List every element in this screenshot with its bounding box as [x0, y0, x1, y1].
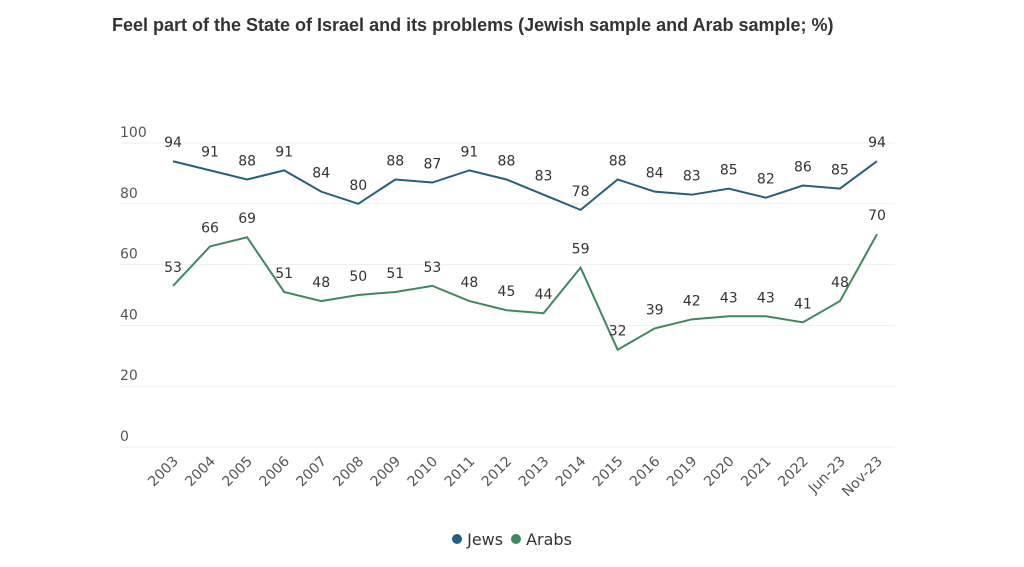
series-line-arabs [172, 233, 878, 352]
series-line-jews [172, 160, 878, 212]
data-label: 88 [609, 153, 627, 169]
x-tick-label: 2005 [219, 454, 256, 491]
x-tick-label: 2004 [182, 453, 219, 490]
x-tick-label: 2021 [738, 454, 775, 491]
x-tick-label: 2010 [405, 454, 442, 491]
data-label: 91 [461, 144, 479, 160]
x-tick-label: 2014 [553, 453, 590, 490]
data-label: 85 [720, 163, 738, 179]
x-tick-label: 2019 [664, 454, 701, 491]
legend: Jews Arabs [0, 530, 1024, 549]
data-label: 83 [535, 169, 553, 185]
y-tick-label: 0 [120, 429, 129, 445]
data-label: 86 [794, 160, 812, 176]
y-tick-label: 40 [120, 307, 138, 323]
data-label: 53 [164, 260, 182, 276]
data-label: 50 [349, 269, 367, 285]
legend-item-arabs[interactable]: Arabs [511, 530, 572, 549]
y-tick-label: 60 [120, 247, 138, 263]
data-label: 53 [423, 260, 441, 276]
x-tick-label: 2015 [590, 454, 627, 491]
data-label: 66 [201, 220, 219, 236]
data-label: 39 [646, 302, 664, 318]
chart-title: Feel part of the State of Israel and its… [112, 15, 834, 35]
data-label: 82 [757, 172, 775, 188]
x-tick-label: 2009 [368, 454, 405, 491]
data-label: 88 [238, 153, 256, 169]
data-label: 44 [535, 287, 553, 303]
legend-marker-icon [452, 534, 463, 544]
x-tick-label: 2013 [516, 454, 553, 491]
data-label: 91 [201, 144, 219, 160]
data-label: 88 [498, 153, 516, 169]
data-label: 41 [794, 296, 812, 312]
data-label: 94 [164, 135, 182, 151]
data-label: 94 [868, 135, 886, 151]
data-label: 78 [572, 184, 590, 200]
data-label: 85 [831, 163, 849, 179]
data-label: 42 [683, 293, 701, 309]
data-label: 88 [386, 153, 404, 169]
x-tick-label: 2003 [145, 454, 182, 491]
y-tick-label: 80 [120, 186, 138, 202]
data-label: 80 [349, 178, 367, 194]
y-tick-label: 20 [120, 368, 138, 384]
x-tick-label: 2008 [331, 454, 368, 491]
data-label: 45 [498, 284, 516, 300]
data-label: 48 [831, 275, 849, 291]
data-label: 51 [386, 266, 404, 282]
data-label: 43 [720, 290, 738, 306]
x-tick-label: Nov-23 [839, 454, 886, 501]
x-tick-label: 2006 [256, 453, 293, 490]
x-tick-label: 2016 [627, 453, 664, 490]
data-label: 91 [275, 144, 293, 160]
data-label: 83 [683, 169, 701, 185]
data-label: 48 [312, 275, 330, 291]
data-label: 87 [423, 157, 441, 173]
data-label: 69 [238, 211, 256, 227]
data-label: 84 [646, 166, 664, 182]
legend-item-jews[interactable]: Jews [452, 530, 503, 549]
legend-label: Arabs [526, 530, 572, 549]
data-label: 84 [312, 166, 330, 182]
data-label: 48 [461, 275, 479, 291]
data-label: 43 [757, 290, 775, 306]
data-label: 59 [572, 242, 590, 258]
x-tick-label: 2012 [479, 454, 516, 491]
data-label: 51 [275, 266, 293, 282]
x-tick-label: 2011 [442, 454, 479, 491]
data-label: 32 [609, 324, 627, 340]
data-label: 70 [868, 208, 886, 224]
legend-marker-icon [511, 534, 522, 544]
x-tick-label: 2007 [294, 454, 331, 491]
x-tick-label: 2020 [701, 454, 738, 491]
legend-label: Jews [467, 530, 504, 549]
y-tick-label: 100 [120, 125, 147, 141]
